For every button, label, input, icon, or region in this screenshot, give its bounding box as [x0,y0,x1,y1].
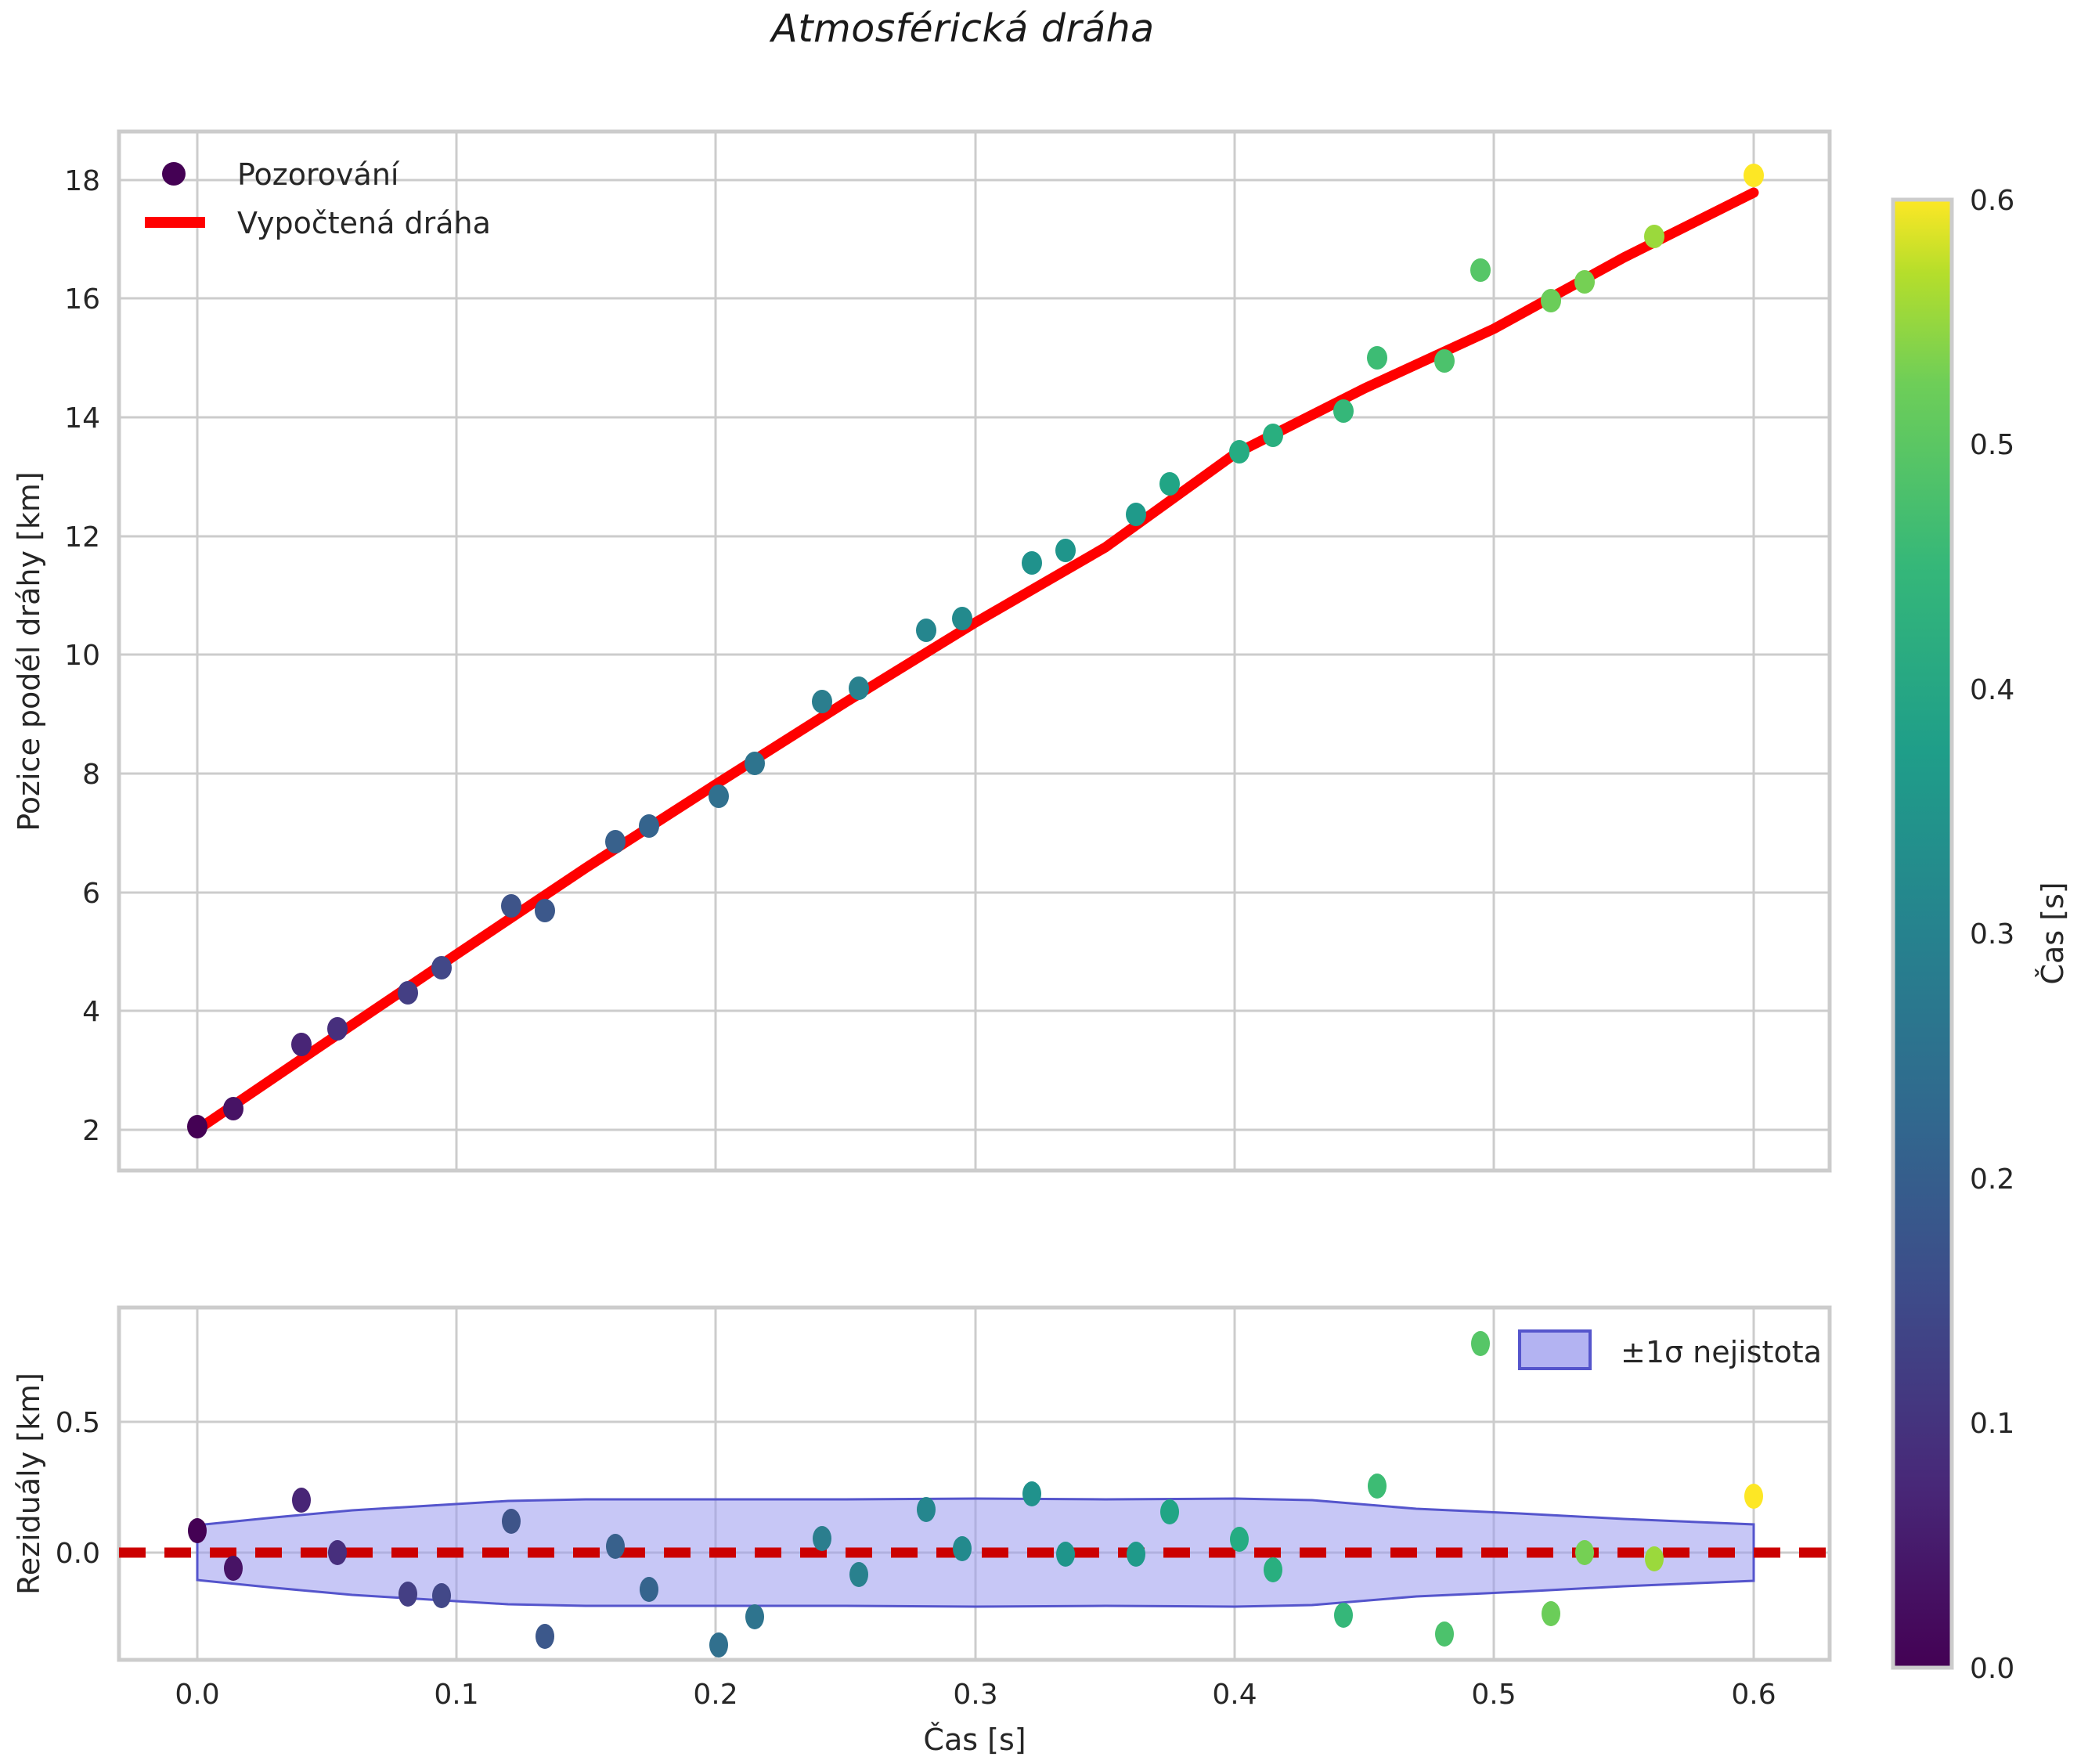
main-ytick: 8 [82,759,100,791]
main-ytick: 12 [64,521,100,554]
x-axis-label: Čas [s] [923,1723,1026,1757]
legend-label-band: ±1σ nejistota [1621,1335,1822,1369]
fitted-trajectory-line [192,187,1759,1135]
main-ytick: 6 [82,878,100,910]
residual-ytick: 0.0 [56,1538,100,1570]
residual-y-axis-label: Reziduály [km] [12,1373,46,1595]
x-tick-labels: 0.0 0.1 0.2 0.3 0.4 0.5 0.6 [175,1679,1776,1711]
main-y-tick-labels: 2 4 6 8 10 12 14 16 18 [64,165,100,1147]
colorbar-tick-labels: 0.0 0.1 0.2 0.3 0.4 0.5 0.6 [1970,185,2014,1685]
main-ytick: 18 [64,165,100,197]
xtick: 0.2 [693,1679,737,1711]
main-axes: 2 4 6 8 10 12 14 16 18 Pozice podél dráh… [12,129,1832,1173]
residual-points [188,1331,1763,1658]
xtick: 0.4 [1212,1679,1257,1711]
legend-label-observation: Pozorování [237,157,400,192]
colorbar-tick: 0.3 [1970,918,2014,951]
colorbar-tick: 0.0 [1970,1653,2014,1685]
residual-ytick: 0.5 [56,1407,100,1439]
legend-marker-band-icon [1518,1329,1592,1370]
legend-marker-observation-icon [162,162,186,186]
uncertainty-band [196,1497,1755,1608]
main-data-layer [187,164,1764,1138]
colorbar: 0.0 0.1 0.2 0.3 0.4 0.5 0.6 Čas [s] [1891,185,2070,1685]
main-y-axis-label: Pozice podél dráhy [km] [12,471,46,831]
colorbar-tick: 0.5 [1970,429,2014,461]
main-ytick: 4 [82,996,100,1028]
residual-data-layer [119,1331,1830,1658]
residual-axes: 0.5 0.0 Reziduály [km] ±1σ nejistota 0.0… [12,1305,1832,1757]
colorbar-tick: 0.6 [1970,185,2014,217]
xtick: 0.6 [1731,1679,1776,1711]
figure-title: Atmosférická dráha [771,6,1155,51]
xtick: 0.0 [175,1679,219,1711]
main-ytick: 10 [64,640,100,672]
main-ytick: 2 [82,1115,100,1147]
colorbar-tick: 0.2 [1970,1163,2014,1196]
legend-label-fit: Vypočtená dráha [237,206,491,240]
main-legend[interactable]: Pozorování Vypočtená dráha [145,157,491,240]
xtick: 0.1 [434,1679,478,1711]
colorbar-label: Čas [s] [2036,882,2070,984]
colorbar-tick: 0.1 [1970,1408,2014,1440]
xtick: 0.5 [1471,1679,1516,1711]
colorbar-gradient [1891,197,1954,1670]
observation-points [187,164,1764,1138]
colorbar-tick: 0.4 [1970,674,2014,706]
main-ytick: 16 [64,283,100,316]
main-gridlines [119,132,1830,1171]
residual-legend[interactable]: ±1σ nejistota [1518,1329,1822,1370]
residual-y-tick-labels: 0.5 0.0 [56,1407,100,1570]
main-ytick: 14 [64,402,100,435]
xtick: 0.3 [953,1679,997,1711]
